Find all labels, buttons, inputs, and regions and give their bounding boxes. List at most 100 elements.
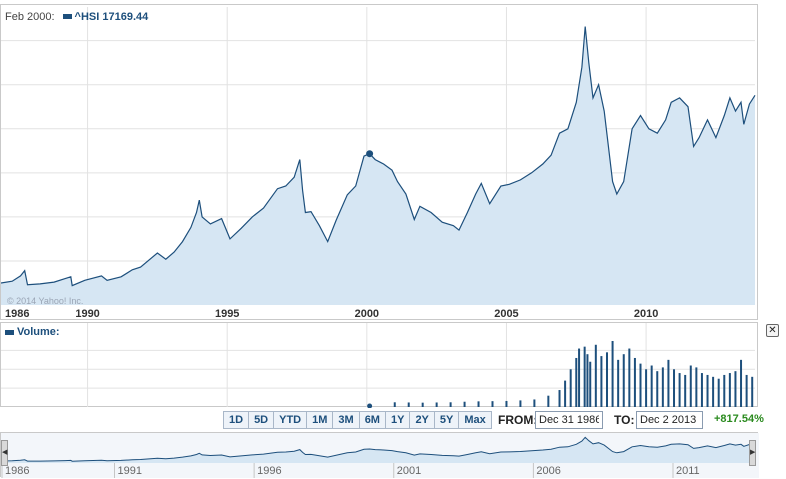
volume-bar	[695, 367, 698, 407]
navigator-tick-label: 1991	[117, 465, 141, 477]
volume-swatch-icon	[5, 329, 14, 335]
volume-bar	[633, 357, 636, 407]
volume-bar	[661, 367, 664, 407]
volume-bar	[728, 373, 731, 407]
handle-right-arrow-icon: ▶	[750, 449, 756, 456]
price-series-line	[1, 26, 756, 287]
range-button-max[interactable]: Max	[464, 414, 486, 426]
volume-bar	[564, 380, 567, 407]
navigator-tick-label: 1986	[5, 465, 29, 477]
close-volume-button[interactable]: ✕	[766, 324, 779, 337]
volume-bar	[751, 376, 754, 407]
volume-highlight-marker	[367, 403, 373, 408]
volume-bar	[505, 400, 508, 407]
volume-bar	[569, 369, 572, 407]
volume-bar	[611, 341, 614, 407]
volume-title: Volume:	[5, 326, 60, 338]
chart-legend: Feb 2000: ^HSI 17169.44	[5, 11, 148, 23]
range-button-1m[interactable]: 1M	[307, 412, 334, 428]
volume-bar	[717, 378, 720, 407]
range-button-3m[interactable]: 3M	[333, 412, 360, 428]
volume-bar	[600, 356, 603, 407]
range-button-5d[interactable]: 5D	[249, 412, 275, 428]
from-label: FROM:	[498, 413, 538, 427]
volume-chart-panel: 1B2B3B Volume:	[0, 322, 758, 408]
volume-bar	[700, 373, 703, 407]
x-tick-label: 2005	[494, 308, 518, 320]
navigator-tick-label: 2001	[397, 465, 421, 477]
volume-bar	[684, 374, 687, 407]
range-button-2y[interactable]: 2Y	[410, 412, 435, 428]
price-chart-panel: 1986199019952000200520105K10K15K20K25K30…	[0, 4, 758, 320]
volume-bar	[650, 365, 653, 407]
to-label: TO:	[614, 413, 635, 427]
volume-bar	[558, 390, 561, 407]
navigator-tick-label: 1996	[257, 465, 281, 477]
volume-bar	[589, 361, 592, 407]
volume-bar	[639, 363, 642, 407]
volume-bar	[645, 369, 648, 407]
volume-bar	[740, 359, 743, 407]
x-tick-label: 1995	[215, 308, 239, 320]
price-area-fill	[1, 26, 755, 305]
copyright-notice: © 2014 Yahoo! Inc.	[7, 296, 84, 306]
volume-bar	[622, 354, 625, 407]
price-chart: 1986199019952000200520105K10K15K20K25K30…	[1, 7, 756, 320]
range-button-1d[interactable]: 1D	[224, 412, 250, 428]
legend-date: Feb 2000:	[5, 11, 55, 23]
from-date-input[interactable]	[535, 411, 603, 429]
x-tick-label: 2010	[634, 308, 658, 320]
volume-bar	[734, 371, 737, 407]
legend-symbol: ^HSI	[74, 11, 100, 23]
volume-bar	[706, 374, 709, 407]
range-button-ytd[interactable]: YTD	[274, 412, 308, 428]
volume-bar	[594, 344, 597, 407]
navigator-series-line	[1, 436, 756, 462]
x-tick-label: 2000	[355, 308, 379, 320]
volume-bar	[578, 348, 581, 407]
navigator-right-handle[interactable]: ▶	[749, 440, 756, 466]
volume-bar	[673, 369, 676, 407]
volume-bar	[605, 352, 608, 407]
volume-bar	[533, 399, 536, 407]
volume-bar	[656, 371, 659, 407]
navigator-left-handle[interactable]: ◀	[1, 440, 8, 466]
volume-title-label: Volume:	[17, 326, 60, 338]
range-button-group: 1D 5D YTD 1M 3M 6M 1Y 2Y 5Y Max	[223, 411, 492, 429]
volume-bar	[547, 395, 550, 407]
navigator-tick-label: 2006	[536, 465, 560, 477]
range-button-1y[interactable]: 1Y	[386, 412, 411, 428]
range-button-6m[interactable]: 6M	[360, 412, 386, 428]
volume-bar	[575, 357, 578, 407]
volume-bar	[712, 376, 715, 407]
handle-left-arrow-icon: ◀	[2, 449, 8, 456]
volume-bar	[586, 354, 589, 407]
to-date-input[interactable]	[636, 411, 703, 429]
volume-bar	[745, 374, 748, 407]
volume-bar	[667, 359, 670, 407]
highlight-marker	[366, 150, 374, 158]
navigator-chart[interactable]: 1986 1991 1996 2001 2006 2011	[1, 433, 759, 478]
volume-bar	[689, 365, 692, 407]
legend-value: 17169.44	[102, 11, 149, 23]
volume-bar	[463, 401, 466, 407]
volume-bar	[519, 400, 522, 407]
volume-bar	[449, 402, 452, 407]
volume-bar	[723, 374, 726, 407]
volume-bar	[477, 401, 480, 407]
series-swatch-icon	[62, 14, 72, 20]
volume-bar	[407, 402, 410, 407]
navigator-panel: 1986 1991 1996 2001 2006 2011	[0, 432, 759, 478]
x-tick-label: 1990	[75, 308, 99, 320]
volume-bar	[617, 359, 620, 407]
volume-bar	[583, 346, 586, 407]
volume-bar	[393, 402, 396, 407]
navigator-tick-label: 2011	[676, 465, 700, 477]
x-tick-label: 1986	[5, 308, 29, 320]
volume-chart: 1B2B3B	[1, 323, 755, 408]
volume-bar	[421, 402, 424, 407]
volume-bar	[435, 402, 438, 407]
volume-bar	[628, 348, 631, 407]
percent-change: +817.54%	[714, 413, 764, 425]
range-button-5y[interactable]: 5Y	[435, 412, 460, 428]
